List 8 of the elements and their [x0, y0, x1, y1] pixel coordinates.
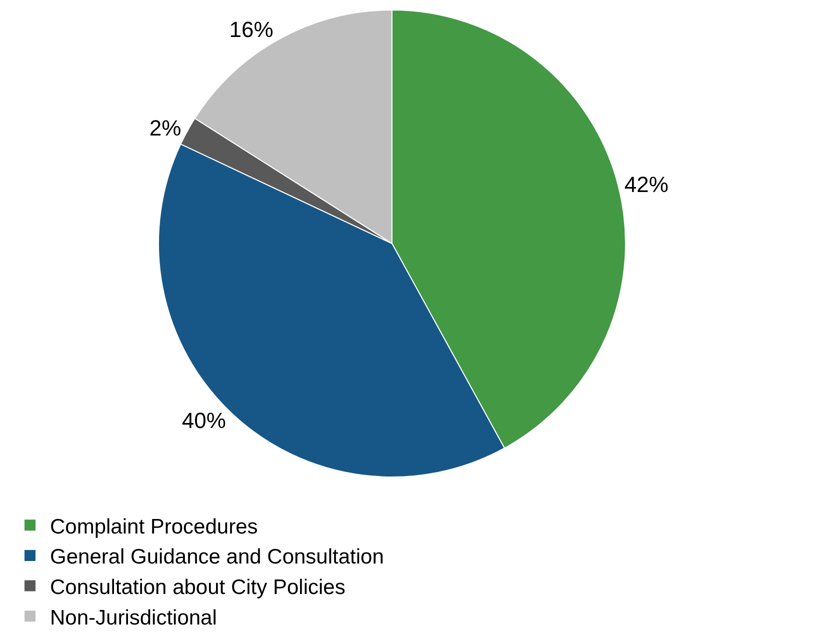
data-label: 16% [229, 16, 274, 42]
data-label: 42% [624, 172, 668, 198]
data-label: 2% [149, 116, 182, 141]
data-label: 40% [182, 408, 226, 433]
legend-label: General Guidance and Consultation [50, 546, 384, 569]
legend-label: Consultation about City Policies [50, 576, 346, 599]
legend-label: Complaint Procedures [50, 515, 258, 538]
legend-label: Non-Jurisdictional [50, 606, 217, 630]
